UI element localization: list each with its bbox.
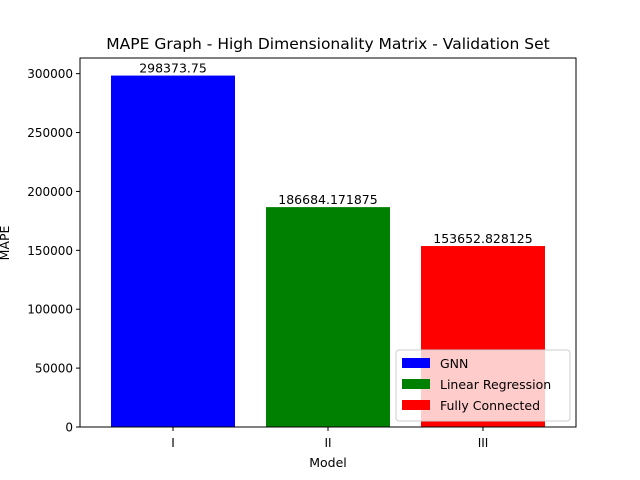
legend-label: Fully Connected xyxy=(440,398,540,413)
y-tick-label: 250000 xyxy=(27,126,73,140)
legend: GNN Linear Regression Fully Connected xyxy=(395,349,571,422)
y-axis-ticks: 0 50000 100000 150000 200000 250000 300000 xyxy=(27,67,80,435)
y-tick-label: 300000 xyxy=(27,67,73,81)
y-tick-label: 100000 xyxy=(27,303,73,317)
plot-frame xyxy=(79,57,577,428)
x-tick-label: I xyxy=(171,436,175,450)
x-axis-label: Model xyxy=(309,455,347,470)
legend-label: Linear Regression xyxy=(440,377,551,392)
x-axis-ticks: I II III xyxy=(171,427,488,450)
value-labels-group: 298373.75 186684.171875 153652.828125 xyxy=(139,61,533,246)
bars-group xyxy=(111,75,545,428)
value-label-III: 153652.828125 xyxy=(433,231,532,246)
legend-box xyxy=(395,349,571,422)
legend-swatch xyxy=(402,358,430,368)
legend-label: GNN xyxy=(440,356,468,371)
bar-I xyxy=(111,75,235,428)
chart-title: MAPE Graph - High Dimensionality Matrix … xyxy=(106,35,549,53)
x-tick-label: III xyxy=(478,436,489,450)
y-tick-label: 50000 xyxy=(35,362,73,376)
legend-swatch xyxy=(402,400,430,410)
legend-swatch xyxy=(402,379,430,389)
value-label-I: 298373.75 xyxy=(139,61,207,76)
y-axis-label: MAPE xyxy=(0,226,12,261)
bar-II xyxy=(266,207,390,427)
x-tick-label: II xyxy=(324,436,331,450)
y-tick-label: 150000 xyxy=(27,244,73,258)
value-label-II: 186684.171875 xyxy=(278,192,377,207)
y-tick-label: 200000 xyxy=(27,185,73,199)
y-tick-label: 0 xyxy=(65,421,73,435)
